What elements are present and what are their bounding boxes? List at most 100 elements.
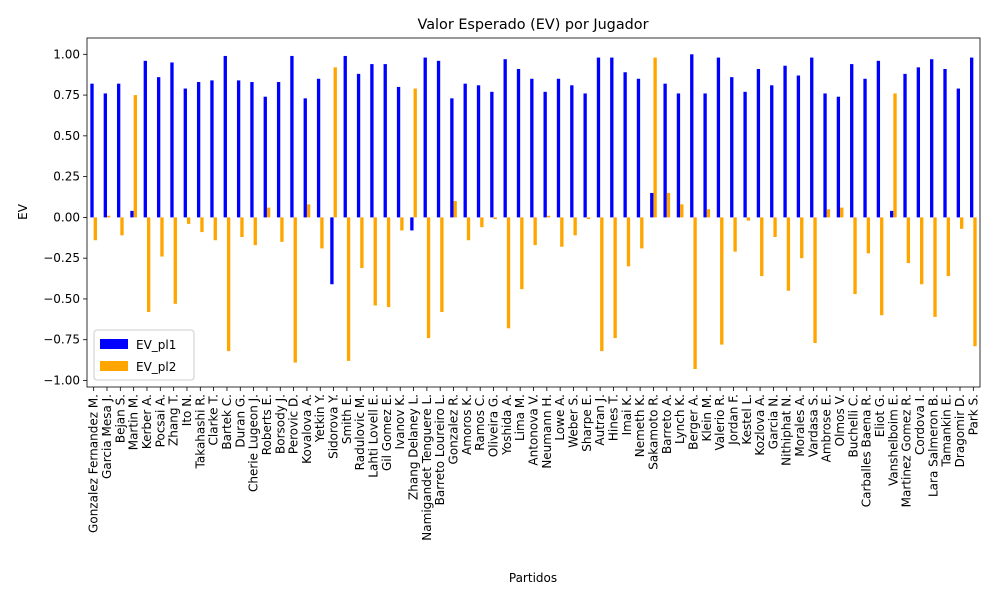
x-tick-label: Garcia Mesa J. (100, 394, 114, 479)
legend-label: EV_pl2 (136, 360, 176, 374)
x-tick-label: Roberts E. (260, 394, 274, 455)
x-tick-label: Hines T. (606, 394, 620, 441)
bar (973, 217, 977, 347)
bar (773, 217, 777, 237)
x-tick-label: Sharpe E. (580, 394, 594, 452)
bar (173, 217, 177, 304)
x-tick-label: Ramos C. (473, 394, 487, 451)
bar (386, 217, 391, 308)
x-tick-label: Bartek C. (220, 394, 234, 450)
x-tick-label: Zhang Delaney L. (407, 394, 421, 500)
x-tick-label: Gil Gomez E. (380, 394, 394, 471)
bar (956, 88, 961, 218)
bar (463, 83, 467, 218)
bar (903, 73, 907, 218)
chart-title: Valor Esperado (EV) por Jugador (417, 17, 648, 33)
x-tick-label: Lahti Lovell E. (367, 394, 381, 478)
x-tick-label: Cherie Lugeon J. (247, 394, 261, 492)
legend-swatch (100, 339, 128, 349)
bar (316, 78, 321, 218)
bar (586, 217, 591, 220)
bar (120, 217, 124, 236)
bar (693, 217, 697, 370)
bar (970, 57, 974, 218)
x-tick-label: Neumann H. (540, 394, 554, 469)
bar (743, 91, 747, 218)
y-axis-label: EV (16, 203, 30, 220)
y-tick-label: 1.00 (53, 47, 80, 61)
bar (490, 91, 494, 218)
bar (666, 192, 671, 218)
x-tick-label: Barreto Loureiro L. (433, 394, 447, 505)
bar (116, 83, 121, 218)
x-tick-label: Takahashi R. (193, 394, 207, 469)
x-tick-label: Perovic D. (287, 394, 301, 454)
bar (103, 93, 107, 218)
bar (170, 62, 174, 218)
x-tick-label: Namigandet Tenguere L. (420, 394, 434, 541)
bar (143, 60, 147, 218)
x-tick-label: Vardasa S. (806, 394, 820, 457)
bar (680, 204, 684, 218)
bar (916, 67, 921, 218)
bar (786, 217, 791, 291)
y-tick-label: 0.00 (53, 210, 80, 224)
bar (503, 59, 507, 218)
x-tick-label: Clarke T. (207, 394, 221, 445)
bar (716, 57, 721, 218)
bar (426, 217, 431, 339)
x-tick-label: Nemeth K. (633, 394, 647, 457)
bar (266, 207, 271, 218)
bar (330, 217, 334, 285)
bar (796, 75, 801, 218)
x-tick-label: Barreto A. (660, 394, 674, 454)
x-tick-label: Bejan S. (113, 394, 127, 443)
x-tick-label: Amoros K. (460, 394, 474, 455)
bar (466, 217, 471, 241)
bar (570, 85, 574, 218)
bar (876, 60, 881, 218)
bar (640, 217, 644, 249)
x-axis-label: Partidos (509, 571, 557, 585)
bar (946, 217, 951, 277)
x-tick-label: Kerber A. (140, 394, 154, 449)
bar (560, 217, 564, 247)
bar (756, 68, 761, 218)
bar (610, 57, 614, 218)
x-tick-label: Buchelli C. (846, 394, 860, 457)
x-tick-label: Imai K. (620, 394, 634, 435)
bar (253, 217, 257, 246)
bar (183, 88, 187, 218)
bar (880, 217, 884, 316)
x-tick-label: Valerio R. (713, 394, 727, 451)
bar (706, 209, 711, 218)
bar (130, 210, 134, 218)
bar (960, 217, 964, 229)
bar (250, 82, 254, 218)
bar (543, 91, 547, 218)
bar (156, 77, 161, 218)
bar (346, 217, 351, 361)
bar (333, 67, 337, 218)
bar (650, 192, 654, 218)
x-tick-label: Radulovic M. (353, 394, 367, 470)
bar (516, 68, 521, 218)
x-tick-label: Sakamoto R. (646, 394, 660, 470)
bar (690, 54, 694, 218)
x-tick-label: Autran J. (593, 394, 607, 446)
bar (826, 209, 831, 218)
x-tick-label: Yoshida A. (500, 394, 514, 456)
bar (210, 80, 214, 218)
bar (626, 217, 631, 267)
bar (306, 204, 311, 218)
bar (800, 217, 804, 259)
bar (410, 217, 414, 231)
x-tick-label: Borsody J. (273, 394, 287, 454)
x-tick-label: Sidorova Y. (327, 394, 341, 459)
x-tick-label: Ambrose E. (820, 394, 834, 462)
bar (906, 217, 911, 264)
x-tick-label: Tamankin E. (940, 394, 954, 467)
bar (343, 55, 347, 218)
bar (853, 217, 857, 295)
